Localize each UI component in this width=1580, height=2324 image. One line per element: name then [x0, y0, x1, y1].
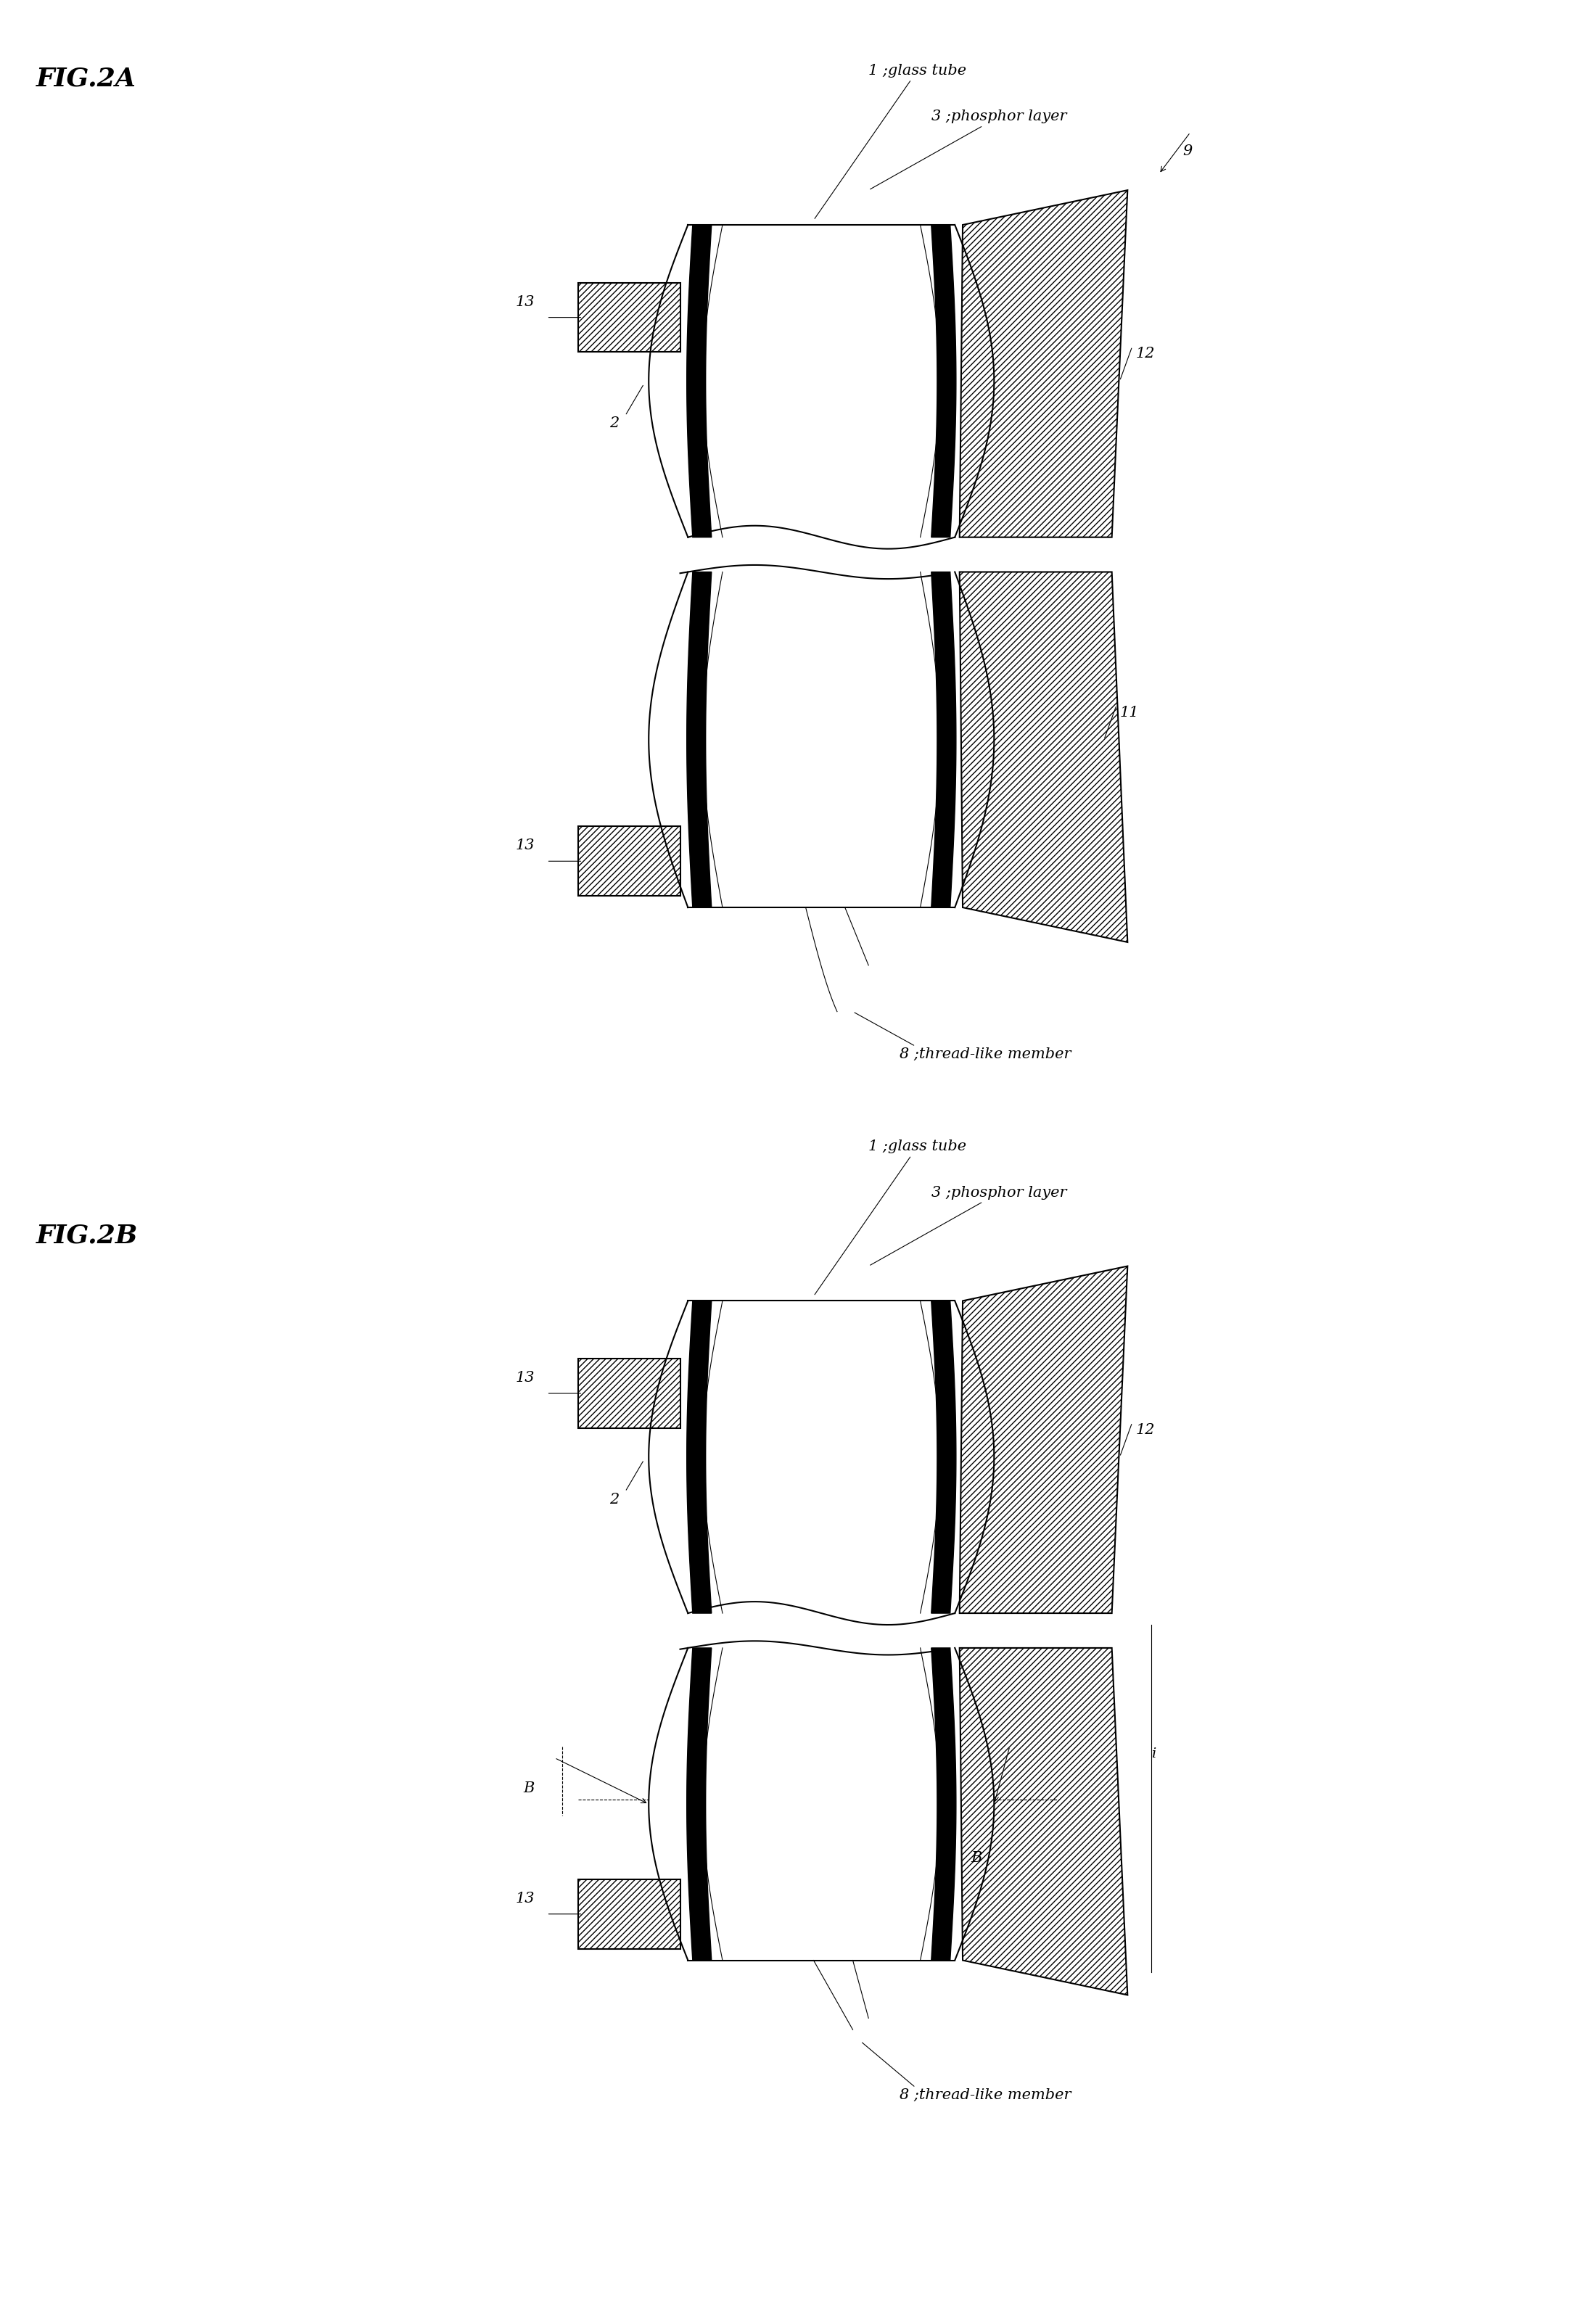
Text: 12: 12 [1136, 346, 1155, 360]
Text: 8 ;thread-like member: 8 ;thread-like member [901, 2089, 1071, 2101]
Text: 9: 9 [1182, 144, 1191, 158]
Polygon shape [687, 1301, 711, 1613]
Text: 3 ;phosphor layer: 3 ;phosphor layer [871, 1185, 1067, 1264]
Text: 13: 13 [515, 839, 534, 853]
Text: 2: 2 [610, 416, 619, 430]
Text: 3 ;phosphor layer: 3 ;phosphor layer [871, 109, 1067, 188]
Text: 13: 13 [515, 1371, 534, 1385]
Polygon shape [931, 572, 956, 906]
Text: 12: 12 [1136, 1422, 1155, 1436]
Polygon shape [578, 827, 679, 895]
Polygon shape [578, 284, 679, 353]
Polygon shape [578, 1360, 679, 1429]
Polygon shape [931, 1301, 956, 1613]
Polygon shape [578, 1880, 679, 1950]
Polygon shape [649, 225, 994, 537]
Text: 8 ;thread-like member: 8 ;thread-like member [901, 1048, 1071, 1060]
Polygon shape [649, 1648, 994, 1961]
Polygon shape [959, 1648, 1128, 1994]
Text: FIG.2B: FIG.2B [36, 1222, 139, 1248]
Polygon shape [649, 572, 994, 906]
Polygon shape [959, 572, 1128, 941]
Polygon shape [649, 1301, 994, 1613]
Text: 1 ;glass tube: 1 ;glass tube [815, 1139, 967, 1294]
Polygon shape [687, 572, 711, 906]
Text: 2: 2 [610, 1492, 619, 1506]
Text: 13: 13 [515, 295, 534, 309]
Polygon shape [687, 225, 711, 537]
Polygon shape [687, 1648, 711, 1961]
Text: B: B [970, 1852, 981, 1864]
Text: FIG.2A: FIG.2A [36, 67, 136, 91]
Polygon shape [959, 191, 1128, 537]
Text: i: i [1152, 1748, 1155, 1762]
Polygon shape [931, 1648, 956, 1961]
Polygon shape [959, 1267, 1128, 1613]
Text: B: B [523, 1783, 534, 1796]
Text: 11: 11 [1120, 706, 1139, 720]
Text: 13: 13 [515, 1892, 534, 1906]
Text: 1 ;glass tube: 1 ;glass tube [815, 63, 967, 218]
Polygon shape [931, 225, 956, 537]
